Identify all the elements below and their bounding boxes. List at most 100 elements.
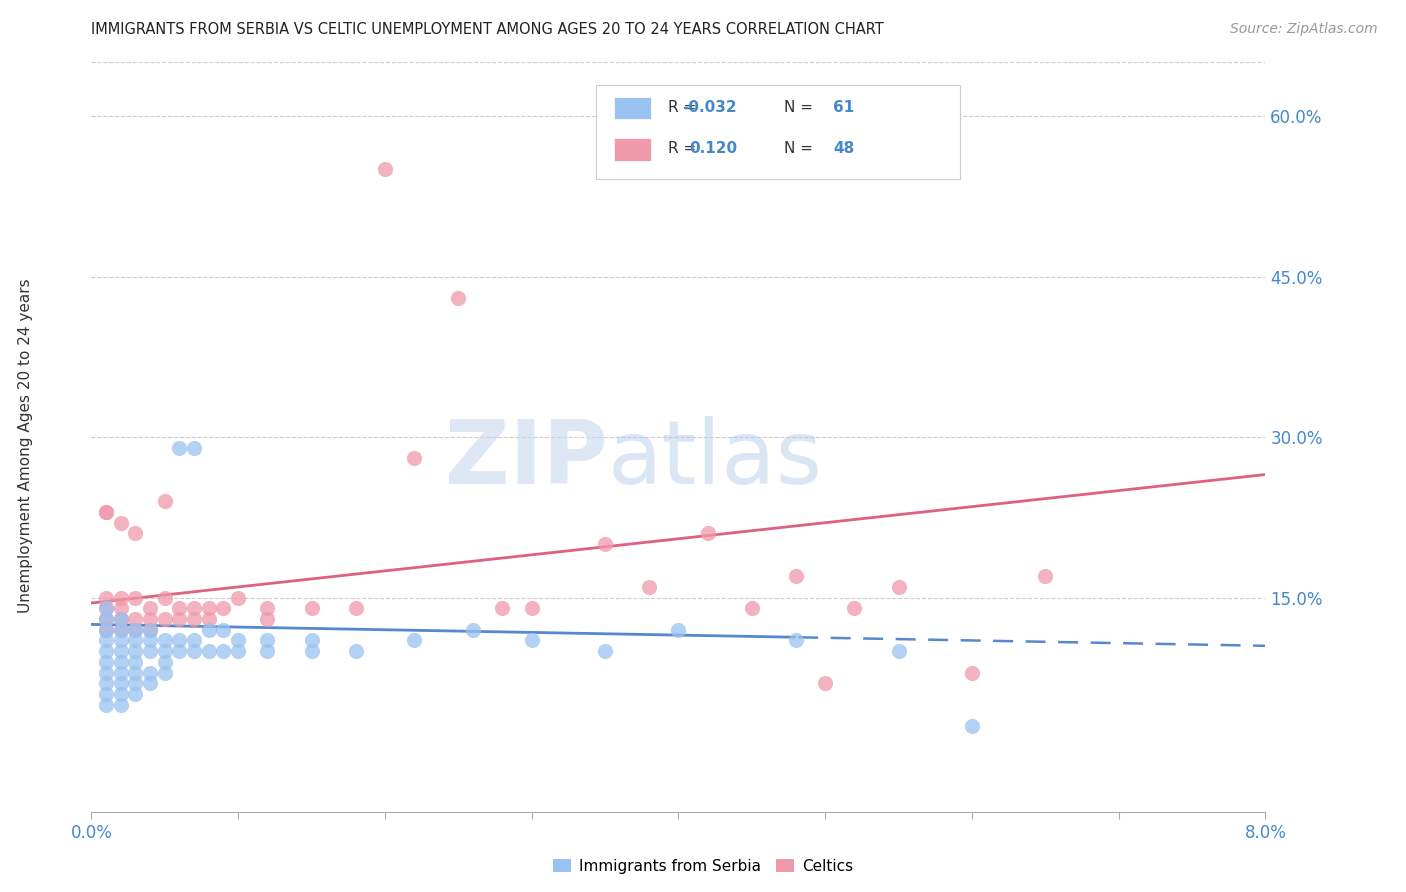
Point (491, 601, 513, 615)
Point (197, 612, 219, 626)
Text: N =: N = (785, 141, 818, 156)
Text: R =: R = (668, 100, 702, 115)
Point (94, 698, 117, 712)
Point (110, 516, 132, 530)
Text: N =: N = (785, 100, 818, 115)
Text: Source: ZipAtlas.com: Source: ZipAtlas.com (1230, 22, 1378, 37)
Point (94, 612, 117, 626)
Point (139, 644, 162, 658)
Point (110, 601, 132, 615)
Point (696, 526, 718, 541)
Point (212, 623, 235, 637)
Point (741, 601, 763, 615)
Point (169, 633, 191, 648)
Point (169, 441, 191, 455)
Point (153, 612, 176, 626)
Point (520, 633, 543, 648)
Point (344, 644, 367, 658)
Point (197, 623, 219, 637)
Point (94, 591, 117, 605)
Point (593, 537, 616, 551)
Point (110, 612, 132, 626)
Point (520, 601, 543, 615)
Point (153, 494, 176, 508)
Text: Unemployment Among Ages 20 to 24 years: Unemployment Among Ages 20 to 24 years (18, 278, 32, 614)
Point (256, 601, 278, 615)
Point (226, 633, 249, 648)
Point (960, 719, 983, 733)
Point (94, 623, 117, 637)
FancyBboxPatch shape (596, 85, 960, 178)
Point (124, 612, 146, 626)
Point (110, 612, 132, 626)
Point (124, 526, 146, 541)
Point (169, 601, 191, 615)
Point (256, 644, 278, 658)
Point (124, 623, 146, 637)
Point (124, 623, 146, 637)
Point (139, 676, 162, 690)
Point (1033, 569, 1056, 583)
Point (301, 601, 323, 615)
Point (785, 633, 807, 648)
Point (785, 569, 807, 583)
Bar (614, 97, 651, 120)
Point (124, 655, 146, 669)
Text: 61: 61 (834, 100, 855, 115)
Point (94, 665, 117, 680)
Point (94, 505, 117, 519)
Point (110, 623, 132, 637)
Point (124, 676, 146, 690)
Point (169, 644, 191, 658)
Point (197, 644, 219, 658)
Point (666, 623, 689, 637)
Point (94, 633, 117, 648)
Point (844, 601, 866, 615)
Point (94, 644, 117, 658)
Point (226, 591, 249, 605)
Point (887, 580, 910, 594)
Point (960, 665, 983, 680)
Point (461, 623, 484, 637)
Point (94, 505, 117, 519)
Point (638, 580, 661, 594)
Point (110, 644, 132, 658)
Point (110, 665, 132, 680)
Point (153, 591, 176, 605)
Point (404, 451, 426, 466)
Point (344, 601, 367, 615)
Point (183, 644, 205, 658)
Point (110, 591, 132, 605)
Point (814, 676, 837, 690)
Point (153, 644, 176, 658)
Point (139, 612, 162, 626)
Point (110, 687, 132, 701)
Legend: Immigrants from Serbia, Celtics: Immigrants from Serbia, Celtics (547, 853, 859, 880)
Point (139, 623, 162, 637)
Text: 0.120: 0.120 (689, 141, 737, 156)
Point (153, 655, 176, 669)
Text: ZIP: ZIP (446, 416, 607, 503)
Point (139, 633, 162, 648)
Point (153, 665, 176, 680)
Point (110, 676, 132, 690)
Point (212, 601, 235, 615)
Point (447, 291, 470, 305)
Point (153, 633, 176, 648)
Point (110, 698, 132, 712)
Text: atlas: atlas (607, 416, 823, 503)
Point (110, 633, 132, 648)
Text: R =: R = (668, 141, 702, 156)
Point (94, 687, 117, 701)
Point (374, 162, 396, 177)
Point (169, 612, 191, 626)
Point (183, 612, 205, 626)
Bar (614, 138, 651, 161)
Point (139, 665, 162, 680)
Point (256, 633, 278, 648)
Point (301, 633, 323, 648)
Point (183, 441, 205, 455)
Point (183, 633, 205, 648)
Point (94, 655, 117, 669)
Point (124, 644, 146, 658)
